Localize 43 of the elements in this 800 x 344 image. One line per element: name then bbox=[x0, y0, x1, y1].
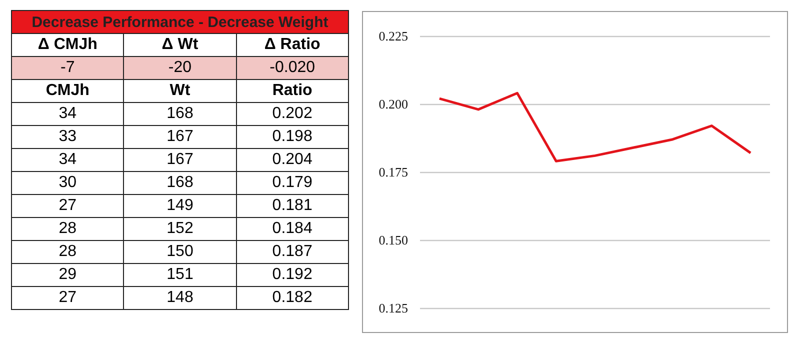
text: Δ CMJh bbox=[12, 34, 124, 56]
text: Wt bbox=[124, 80, 236, 102]
text: 0.182 bbox=[236, 286, 348, 310]
text: 34 bbox=[12, 102, 124, 126]
text: 150 bbox=[124, 240, 236, 264]
text: 149 bbox=[124, 194, 236, 218]
text: 168 bbox=[124, 172, 236, 194]
text: 27 bbox=[12, 286, 124, 310]
y-tick-label: 0.200 bbox=[378, 96, 408, 112]
text: 0.181 bbox=[236, 194, 348, 218]
y-tick-label: 0.225 bbox=[378, 28, 408, 44]
text: 28 bbox=[12, 218, 124, 240]
text: 0.192 bbox=[236, 264, 348, 286]
text: 28 bbox=[12, 240, 124, 264]
text: 168 bbox=[124, 102, 236, 126]
text: 30 bbox=[12, 172, 124, 194]
text: Ratio bbox=[236, 80, 348, 102]
text: 33 bbox=[12, 126, 124, 148]
y-tick-label: 0.125 bbox=[378, 300, 408, 316]
y-tick-label: 0.175 bbox=[378, 164, 408, 180]
text: 152 bbox=[124, 218, 236, 240]
text: Δ Ratio bbox=[236, 34, 348, 56]
text: -0.020 bbox=[236, 56, 348, 80]
text: 0.198 bbox=[236, 126, 348, 148]
text: 0.179 bbox=[236, 172, 348, 194]
text: -20 bbox=[124, 56, 236, 80]
text: 0.202 bbox=[236, 102, 348, 126]
text: 0.204 bbox=[236, 148, 348, 172]
y-tick-label: 0.150 bbox=[378, 232, 408, 248]
text: 0.184 bbox=[236, 218, 348, 240]
text: 27 bbox=[12, 194, 124, 218]
text: Δ Wt bbox=[124, 34, 236, 56]
text: CMJh bbox=[12, 80, 124, 102]
text: Decrease Performance - Decrease Weight bbox=[12, 10, 348, 34]
text: -7 bbox=[12, 56, 124, 80]
text: 167 bbox=[124, 148, 236, 172]
text: 34 bbox=[12, 148, 124, 172]
text: 148 bbox=[124, 286, 236, 310]
text: 29 bbox=[12, 264, 124, 286]
line-series bbox=[438, 92, 752, 162]
text: 0.187 bbox=[236, 240, 348, 264]
text: 167 bbox=[124, 126, 236, 148]
text: 151 bbox=[124, 264, 236, 286]
